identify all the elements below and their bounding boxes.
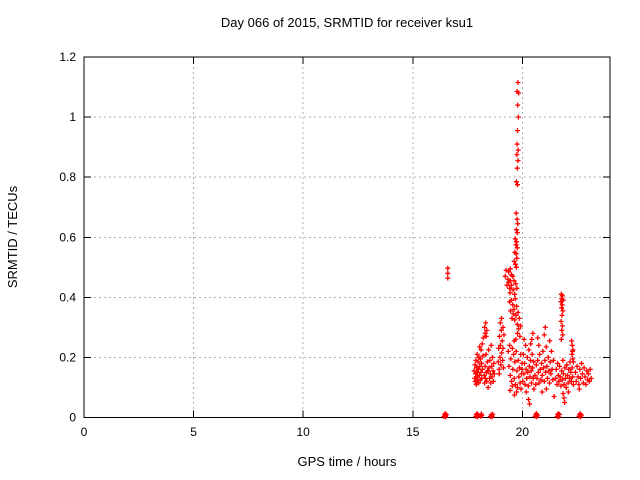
chart-title: Day 066 of 2015, SRMTID for receiver ksu… [221, 15, 473, 30]
y-tick-label: 1.2 [59, 50, 76, 64]
x-tick-label: 20 [516, 425, 530, 439]
data-points [441, 80, 594, 420]
y-tick-label: 1 [69, 110, 76, 124]
x-axis-label: GPS time / hours [298, 454, 397, 469]
x-tick-label: 0 [81, 425, 88, 439]
x-tick-label: 5 [190, 425, 197, 439]
x-tick-label: 15 [406, 425, 420, 439]
y-axis-label: SRMTID / TECUs [5, 185, 20, 288]
y-tick-label: 0.8 [59, 170, 76, 184]
x-tick-label: 10 [296, 425, 310, 439]
y-tick-label: 0.2 [59, 350, 76, 364]
y-tick-label: 0 [69, 411, 76, 425]
y-tick-label: 0.4 [59, 290, 76, 304]
tick-labels: 0 5 10 15 20 0 0.2 0.4 0.6 0.8 1 1.2 [59, 50, 529, 439]
axis-ticks [83, 56, 610, 418]
plot-border [83, 56, 611, 418]
y-tick-label: 0.6 [59, 230, 76, 244]
grid-lines [84, 57, 610, 418]
